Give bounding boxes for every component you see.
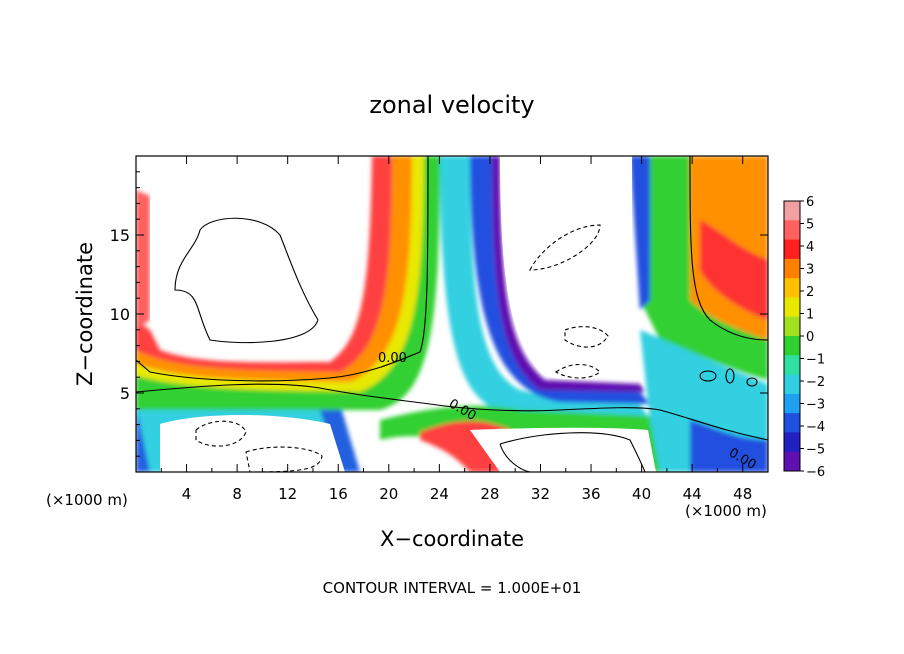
chart-title: zonal velocity <box>369 91 534 119</box>
x-tick-label: 16 <box>329 485 348 503</box>
colorbar-swatch <box>784 297 800 318</box>
x-tick-label: 4 <box>182 485 192 503</box>
colorbar-label: 3 <box>806 263 814 278</box>
x-tick-label: 36 <box>581 485 600 503</box>
white-region-right <box>500 156 632 380</box>
y-tick-label: 10 <box>110 305 130 324</box>
colorbar: 6 5 4 3 2 1 0 −1 −2 −3 −4 −5 −6 <box>783 195 825 480</box>
colorbar-label: 6 <box>806 195 814 210</box>
colorbar-swatch <box>784 413 800 433</box>
x-tick-label: 24 <box>430 485 449 503</box>
x-tick-label: 8 <box>232 485 242 503</box>
x-axis-label: X−coordinate <box>380 527 524 551</box>
colorbar-swatch <box>784 258 800 279</box>
colorbar-swatch <box>784 355 800 376</box>
x-unit-left: (×1000 m) <box>46 491 128 509</box>
x-tick-label: 12 <box>278 485 297 503</box>
contour-interval-footer: CONTOUR INTERVAL = 1.000E+01 <box>323 579 582 597</box>
colorbar-swatch <box>784 451 800 472</box>
white-region-left <box>150 156 361 350</box>
x-tick-label: 28 <box>480 485 499 503</box>
contour-lines <box>136 156 768 472</box>
x-unit-right: (×1000 m) <box>685 502 767 520</box>
colorbar-swatch <box>784 278 800 298</box>
colorbar-swatch <box>784 374 800 395</box>
x-tick-label: 40 <box>632 485 651 503</box>
colorbar-swatch <box>784 432 800 453</box>
colorbar-label: −2 <box>806 375 825 390</box>
colorbar-label: 2 <box>806 285 814 300</box>
x-tick-label: 48 <box>733 485 752 503</box>
colorbar-label: −6 <box>806 465 825 480</box>
y-axis-label: Z−coordinate <box>73 242 97 386</box>
colorbar-label: −3 <box>806 398 825 413</box>
y-tick-label: 15 <box>110 226 130 245</box>
colorbar-swatch <box>784 336 800 356</box>
x-axis-ticks: 4 8 12 16 20 24 28 32 36 40 44 48 <box>160 156 752 503</box>
colorbar-swatch <box>784 201 800 221</box>
colorbar-swatch <box>784 239 800 260</box>
colorbar-label: −1 <box>806 353 825 368</box>
colorbar-label: 1 <box>806 308 814 323</box>
colorbar-swatch <box>784 316 800 337</box>
y-tick-label: 5 <box>120 384 130 403</box>
colorbar-swatch <box>784 393 800 414</box>
x-tick-label: 20 <box>379 485 398 503</box>
colorbar-label: 4 <box>806 240 814 255</box>
contour-label: 0.00 <box>378 351 407 366</box>
colorbar-swatch <box>784 220 800 241</box>
heatmap-field <box>136 156 768 472</box>
x-tick-label: 32 <box>531 485 550 503</box>
y-axis-ticks: 5 10 15 <box>110 171 768 457</box>
colorbar-label: 5 <box>806 218 814 233</box>
colorbar-label: 0 <box>806 330 814 345</box>
x-tick-label: 44 <box>683 485 702 503</box>
colorbar-label: −4 <box>806 420 825 435</box>
zero-contour-main <box>136 156 429 382</box>
colorbar-label: −5 <box>806 443 825 458</box>
